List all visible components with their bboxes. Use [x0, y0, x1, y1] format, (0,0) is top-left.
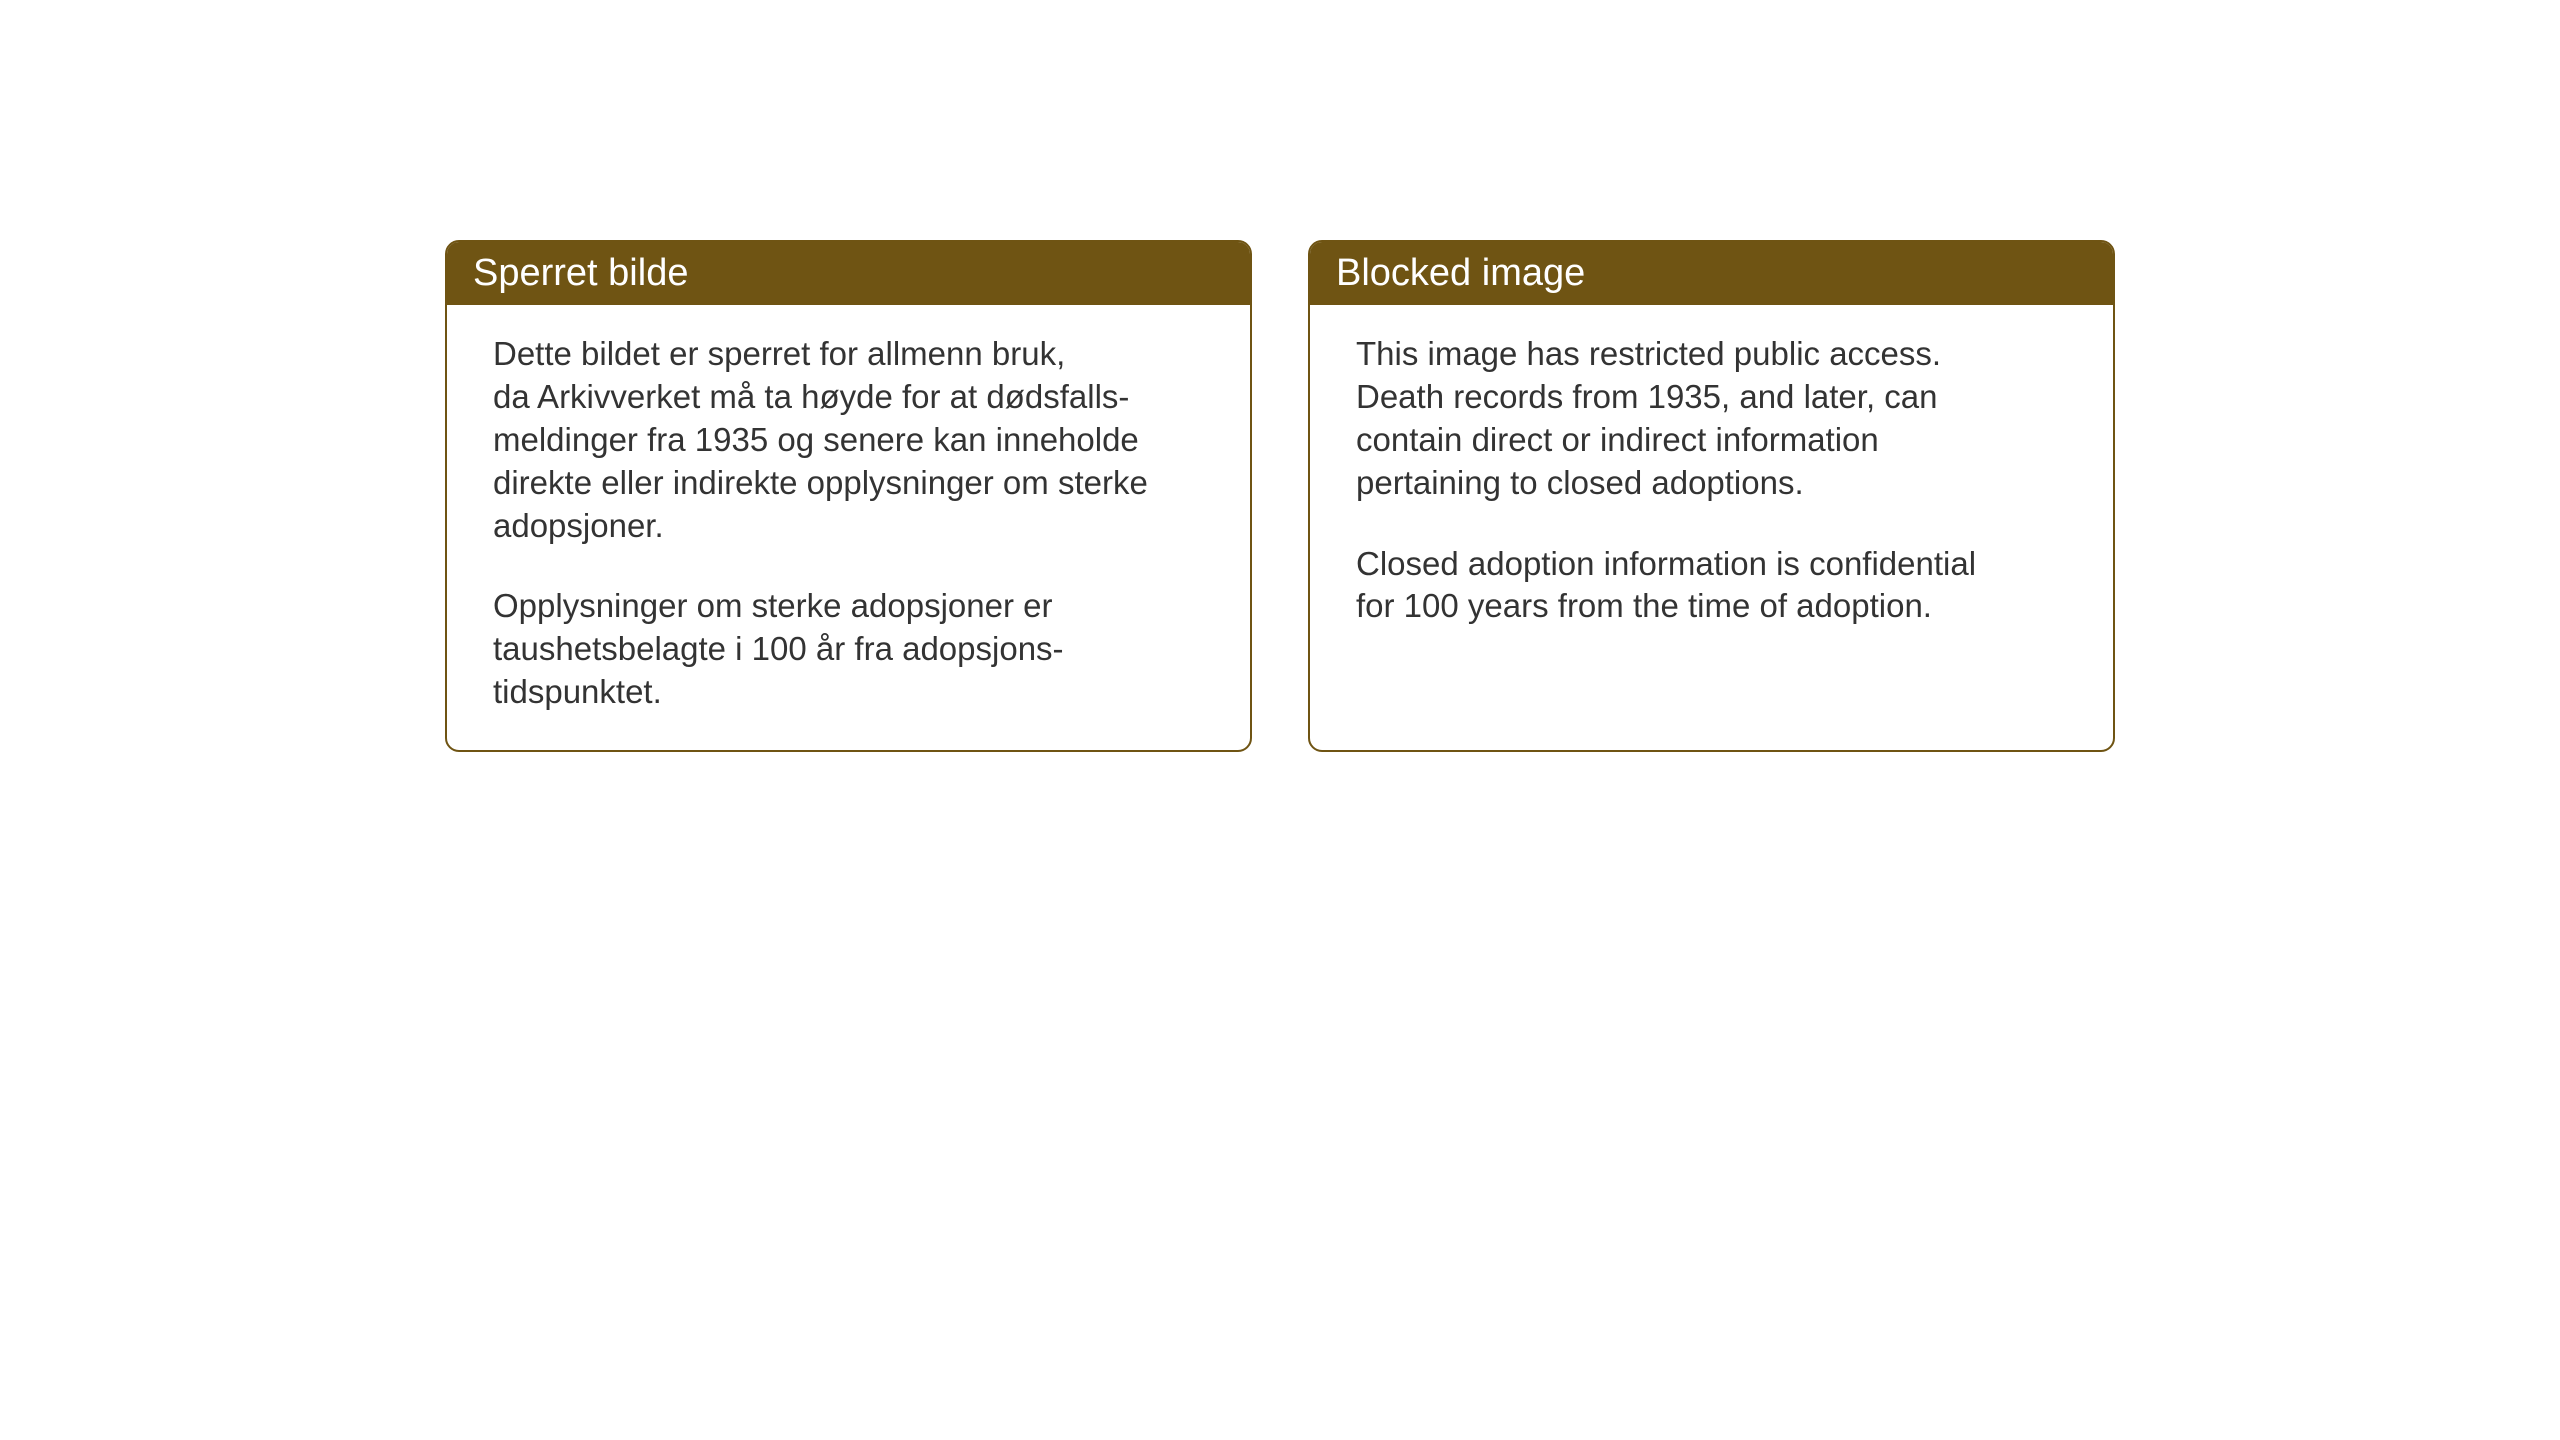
notice-container: Sperret bilde Dette bildet er sperret fo… — [445, 240, 2115, 752]
notice-paragraph-1-norwegian: Dette bildet er sperret for allmenn bruk… — [493, 333, 1204, 547]
notice-title-english: Blocked image — [1336, 252, 1585, 294]
notice-card-norwegian: Sperret bilde Dette bildet er sperret fo… — [445, 240, 1252, 752]
notice-paragraph-1-english: This image has restricted public access.… — [1356, 333, 2067, 505]
notice-title-norwegian: Sperret bilde — [473, 252, 688, 294]
notice-header-english: Blocked image — [1310, 242, 2113, 305]
notice-header-norwegian: Sperret bilde — [447, 242, 1250, 305]
notice-paragraph-2-english: Closed adoption information is confident… — [1356, 543, 2067, 629]
notice-card-english: Blocked image This image has restricted … — [1308, 240, 2115, 752]
notice-body-norwegian: Dette bildet er sperret for allmenn bruk… — [447, 305, 1250, 750]
notice-body-english: This image has restricted public access.… — [1310, 305, 2113, 664]
notice-paragraph-2-norwegian: Opplysninger om sterke adopsjoner er tau… — [493, 585, 1204, 714]
